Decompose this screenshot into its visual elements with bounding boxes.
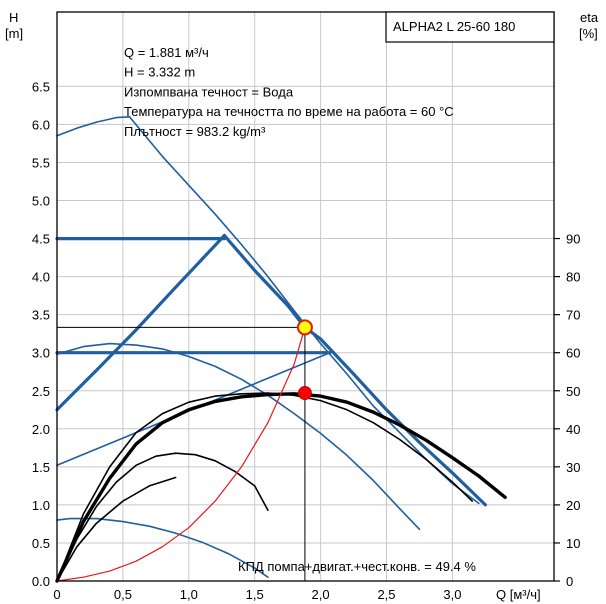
y-tick-label: 6.0 (32, 117, 50, 132)
efficiency-series-10 (56, 392, 473, 582)
title-box: ALPHA2 L 25-60 180 (385, 11, 555, 43)
eta-tick-label: 0 (566, 574, 573, 589)
x-tick-label: 1,0 (180, 587, 198, 602)
eta-tick-label: 80 (566, 270, 580, 285)
x-axis-label: Q [м³/ч] (496, 587, 541, 602)
x-tick-label: 1,5 (246, 587, 264, 602)
eta-tick-label: 20 (566, 498, 580, 513)
x-tick-label: 2,0 (312, 587, 330, 602)
info-line: Q = 1.881 м³/ч (124, 45, 209, 60)
y-tick-label: 2.0 (32, 422, 50, 437)
eta-tick-label: 60 (566, 346, 580, 361)
efficiency-point-marker (297, 386, 312, 401)
axis-labels: H [m] eta [%] Q [м³/ч] (5, 10, 599, 602)
right-axis-unit: [%] (579, 26, 598, 41)
info-line: Температура на течността по време на раб… (124, 104, 454, 119)
y-tick-label: 3.5 (32, 308, 50, 323)
left-axis-unit: [m] (5, 26, 23, 41)
power-series-13 (56, 326, 306, 582)
pump-curve-series-1 (56, 342, 421, 531)
info-panel: Q = 1.881 м³/ч H = 3.332 m Изпомпвана течн… (124, 45, 454, 139)
x-tick-label: 0,5 (114, 587, 132, 602)
y-tick-label: 1.0 (32, 498, 50, 513)
eta-tick-label: 70 (566, 308, 580, 323)
eta-tick-label: 30 (566, 460, 580, 475)
right-axis-symbol: eta (580, 10, 599, 25)
plot-frame (56, 11, 555, 582)
y-tick-label: 4.0 (32, 270, 50, 285)
y-tick-label: 0.5 (32, 536, 50, 551)
y-tick-label: 0.0 (32, 574, 50, 589)
eta-tick-label: 90 (566, 232, 580, 247)
max-curve-series-5 (55, 233, 226, 412)
info-line: H = 3.332 m (124, 65, 195, 80)
duty-point-marker (296, 319, 313, 336)
max-curve-series-4 (222, 233, 487, 507)
info-line: Плътност = 983.2 kg/m³ (124, 124, 266, 139)
x-tick-label: 3,0 (443, 587, 461, 602)
y-tick-label: 5.5 (32, 155, 50, 170)
y-tick-label: 6.5 (32, 79, 50, 94)
efficiency-note: КПД помпа+двигат.+чест.конв. = 49.4 % (238, 559, 476, 574)
left-axis-symbol: H (9, 10, 18, 25)
efficiency-series-11 (56, 452, 269, 582)
y-tick-label: 2.5 (32, 384, 50, 399)
y-tick-label: 4.5 (32, 232, 50, 247)
markers (57, 319, 313, 581)
x-tick-label: 2,5 (377, 587, 395, 602)
info-line: Изпомпвана течност = Вода (124, 84, 294, 99)
title-box-frame (385, 11, 555, 43)
eta-tick-label: 50 (566, 384, 580, 399)
chart-title: ALPHA2 L 25-60 180 (393, 19, 515, 34)
x-tick-label: 0 (53, 587, 60, 602)
pump-curve-series-3 (56, 116, 131, 137)
efficiency-series-12 (56, 476, 177, 582)
y-tick-label: 5.0 (32, 194, 50, 209)
y-tick-label: 3.0 (32, 346, 50, 361)
eta-tick-label: 10 (566, 536, 580, 551)
tick-labels: 0 0,5 1,0 1,5 2,0 2,5 3,0 0.0 0.5 1.0 1.5 2.0 2.5 3.0… (32, 79, 581, 602)
y-tick-label: 1.5 (32, 460, 50, 475)
eta-tick-label: 40 (566, 422, 580, 437)
